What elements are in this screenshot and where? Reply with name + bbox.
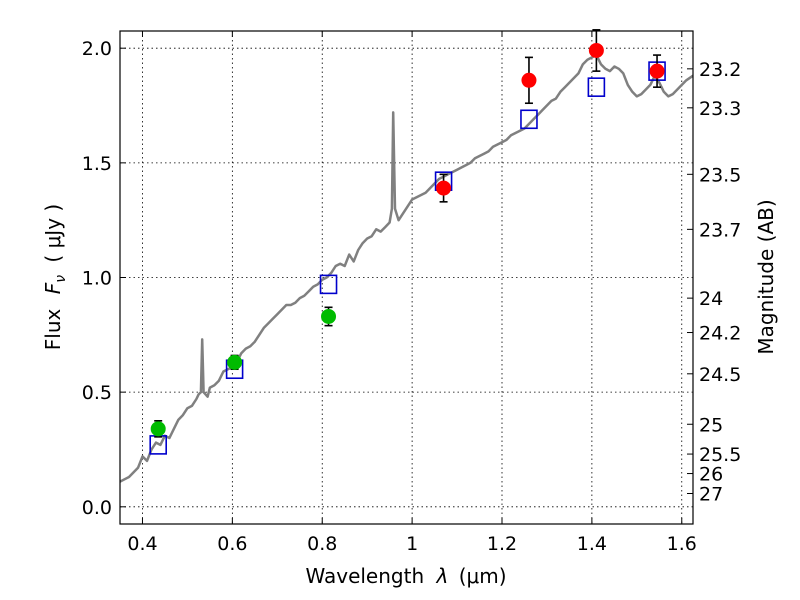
observed-point <box>588 42 604 58</box>
model-photometry-square <box>319 274 338 295</box>
ticks: 0.4 0.6 0.8 1 1.2 1.4 1.6 0.0 0.5 1.0 1.5 2.0 23.2 23… <box>82 31 741 555</box>
spectrum-line <box>120 53 693 483</box>
model-photometry-square <box>587 77 606 97</box>
x-tick-label: 0.4 <box>127 533 157 555</box>
x-tick-label: 1.4 <box>577 533 607 555</box>
y-tick-label: 1.5 <box>82 153 112 175</box>
y2-tick-label: 26 <box>699 464 723 486</box>
y2-tick-label: 25.5 <box>699 444 741 466</box>
y2-tick-label: 24.2 <box>699 323 741 345</box>
y2-tick-label: 23.2 <box>699 59 741 81</box>
y-tick-label: 2.0 <box>82 38 112 60</box>
observed-point <box>521 72 537 88</box>
y-tick-label: 0.0 <box>82 497 112 519</box>
observed-point <box>649 63 665 79</box>
observed-point <box>321 308 337 324</box>
x-tick-label: 1.6 <box>667 533 697 555</box>
x-tick-label: 1 <box>406 533 418 555</box>
x-axis-title: Wavelength λ (μm) <box>305 564 506 588</box>
y2-tick-label: 24 <box>699 288 723 310</box>
x-tick-label: 0.6 <box>217 533 247 555</box>
x-tick-label: 1.2 <box>487 533 517 555</box>
y2-tick-label: 25 <box>699 414 723 436</box>
model-photometry-square <box>520 109 538 130</box>
x-tick-label: 0.8 <box>307 533 337 555</box>
y2-tick-label: 23.3 <box>699 98 741 120</box>
y2-axis-title: Magnitude (AB) <box>754 199 778 354</box>
y-axis-title: Flux Fν ( μJy ) <box>41 204 70 350</box>
y-tick-label: 0.5 <box>82 382 112 404</box>
grid <box>120 31 693 524</box>
y2-tick-label: 27 <box>699 484 723 506</box>
y2-tick-label: 24.5 <box>699 364 741 386</box>
y2-tick-label: 23.5 <box>699 164 741 186</box>
observed-point <box>227 354 243 370</box>
observed-point <box>436 180 452 196</box>
observed-point <box>150 421 166 437</box>
y-tick-label: 1.0 <box>82 268 112 290</box>
y2-tick-label: 23.7 <box>699 219 741 241</box>
plot-area <box>120 29 693 483</box>
